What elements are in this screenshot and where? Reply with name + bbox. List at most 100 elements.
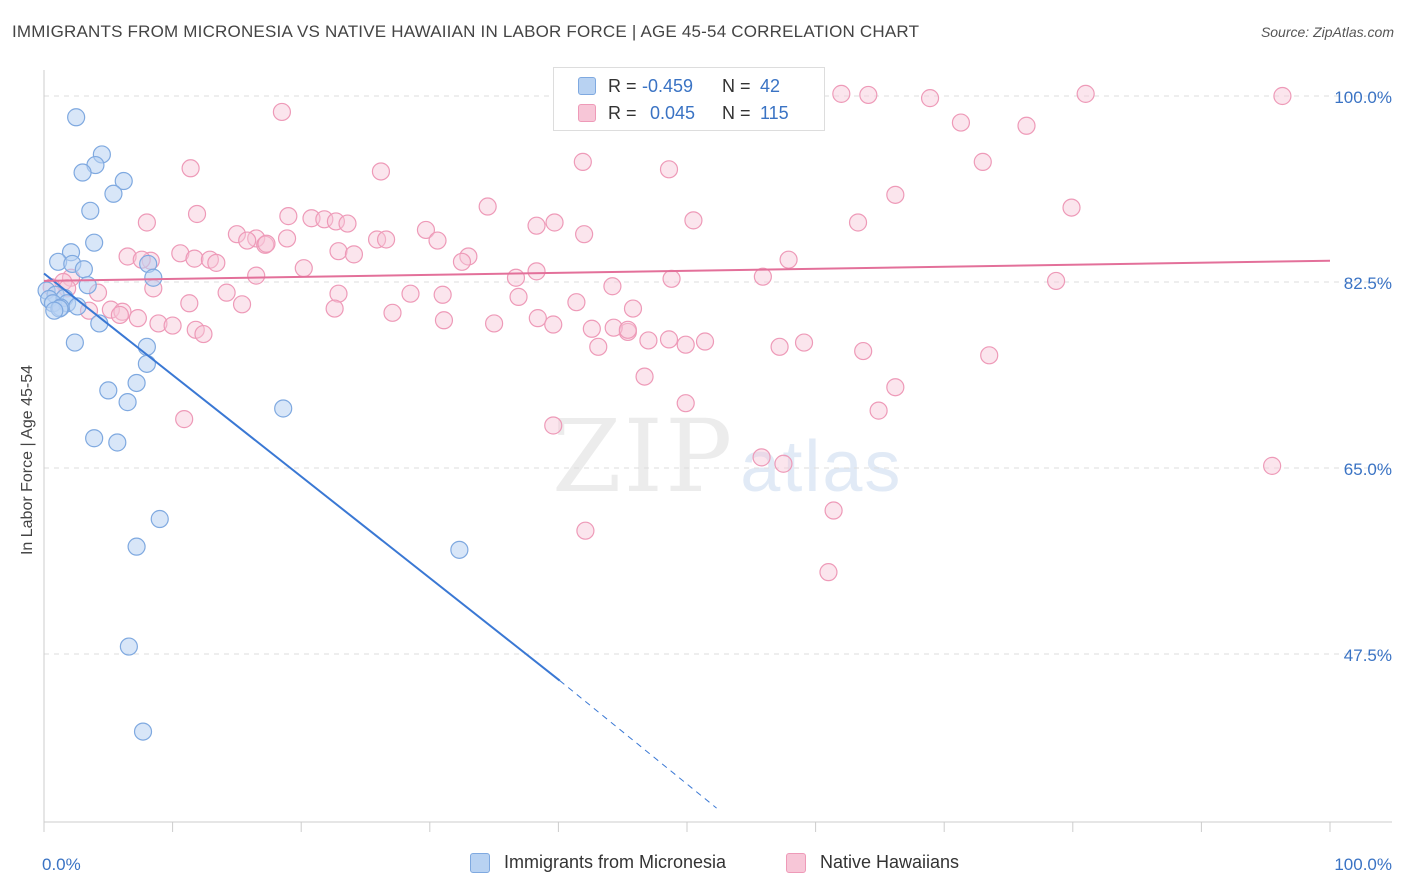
y-tick-label: 65.0% [1344, 460, 1392, 479]
y-tick-label: 82.5% [1344, 274, 1392, 293]
micronesia-point [73, 163, 92, 182]
hawaiian-point [576, 521, 595, 540]
micronesia-point [108, 433, 127, 452]
legend-r-value: 0.045 [650, 102, 696, 123]
hawaiian-point [623, 299, 643, 318]
hawaiian-point [589, 337, 608, 356]
micronesia-point [74, 260, 93, 279]
hawaiian-point [1263, 456, 1282, 475]
hawaiian-point [247, 266, 266, 285]
hawaiian-point [110, 305, 129, 325]
hawaiian-point [684, 211, 703, 230]
hawaiian-point [428, 231, 447, 250]
series-swatch-pink [786, 852, 806, 873]
hawaiian-point [371, 162, 391, 181]
hawaiian-point [434, 311, 454, 330]
hawaiian-point [315, 210, 334, 229]
legend-row-micronesia: R = -0.459 N = 42 [578, 74, 780, 98]
micronesia-point [114, 171, 133, 191]
micronesia-point [450, 540, 469, 559]
micronesia-point [137, 354, 156, 373]
micronesia-point [104, 184, 123, 203]
source-credit: Source: ZipAtlas.com [1260, 24, 1394, 40]
hawaiian-point [181, 159, 200, 178]
micronesia-point [127, 537, 146, 556]
hawaiian-point [544, 416, 563, 435]
hawaiian-point [635, 367, 654, 386]
legend-row-hawaiians: R = 0.045 N = 115 [578, 101, 789, 125]
hawaiian-point [951, 113, 971, 132]
hawaiian-point [338, 214, 357, 233]
hawaiian-point [659, 160, 679, 179]
hawaiian-point [639, 331, 658, 350]
hawaiian-point [149, 314, 168, 333]
micronesia-point [133, 722, 153, 741]
hawaiian-point [329, 242, 348, 261]
axes [43, 70, 1392, 832]
micronesia-point [144, 268, 163, 287]
watermark-zip: ZIP [552, 398, 735, 515]
watermark-atlas: atlas [740, 427, 903, 507]
hawaiian-point [662, 269, 681, 288]
legend-r-value: -0.459 [642, 75, 694, 96]
micronesia-points [37, 108, 469, 741]
series-swatch-blue [470, 852, 490, 873]
hawaiian-point [376, 230, 396, 249]
hawaiian-point [604, 318, 623, 337]
hawaiian-point [272, 102, 292, 122]
hawaiian-point [973, 152, 992, 171]
hawaiian-point [207, 253, 226, 272]
micronesia-point [119, 637, 138, 656]
hawaiian-point [603, 277, 622, 296]
y-tick-labels: 100.0% 82.5% 65.0% 47.5% [1334, 88, 1392, 665]
chart-title: IMMIGRANTS FROM MICRONESIA VS NATIVE HAW… [12, 22, 920, 41]
hawaiian-point [506, 268, 526, 287]
hawaiian-point [753, 267, 772, 286]
series-legend-micronesia[interactable]: Immigrants from Micronesia [470, 852, 726, 873]
legend-r-label: R = [608, 102, 637, 123]
hawaiian-point [567, 293, 586, 312]
series-legend-hawaiians[interactable]: Native Hawaiians [786, 852, 959, 873]
hawaiian-point [137, 213, 156, 232]
hawaiian-point [676, 394, 695, 413]
hawaiian-point [326, 212, 346, 231]
hawaiian-point [582, 319, 601, 338]
legend-swatch-pink [578, 104, 596, 122]
y-tick-label: 100.0% [1334, 88, 1392, 107]
micronesia-point [150, 509, 169, 529]
legend-n-label: N = [722, 75, 751, 96]
hawaiian-point [859, 85, 878, 105]
hawaiian-point [794, 333, 814, 352]
hawaiian-point [401, 284, 420, 303]
hawaiian-point [695, 332, 715, 351]
legend-r-label: R = [608, 75, 637, 96]
hawaiian-point [302, 209, 321, 228]
trend-line-dashed [559, 680, 717, 809]
hawaiian-point [256, 235, 275, 254]
hawaiian-point [527, 216, 546, 235]
hawaiian-point [294, 259, 313, 278]
trend-lines [43, 259, 1331, 809]
hawaiian-point [869, 401, 888, 420]
micronesia-point [118, 393, 137, 412]
trend-line-solid [43, 272, 561, 682]
series-legend: Immigrants from Micronesia Native Hawaii… [0, 852, 1406, 878]
hawaiian-point [527, 262, 546, 281]
hawaiian-point [848, 213, 868, 232]
hawaiian-point [1273, 86, 1292, 106]
hawaiian-point [185, 249, 204, 268]
hawaiian-point [832, 84, 851, 103]
hawaiian-point [485, 314, 504, 333]
hawaiian-point [1076, 84, 1095, 103]
hawaiian-point [528, 309, 547, 328]
micronesia-point [67, 108, 86, 127]
hawaiian-point [118, 247, 137, 266]
micronesia-point [81, 201, 100, 220]
hawaiian-point [854, 341, 873, 361]
hawaiian-point [433, 285, 452, 304]
hawaiian-point [774, 454, 793, 473]
hawaiian-point [101, 300, 120, 319]
hawaiian-point [194, 324, 213, 344]
hawaiian-point [1017, 116, 1036, 135]
correlation-legend: R = -0.459 N = 42 R = 0.045 N = 115 [553, 67, 825, 131]
